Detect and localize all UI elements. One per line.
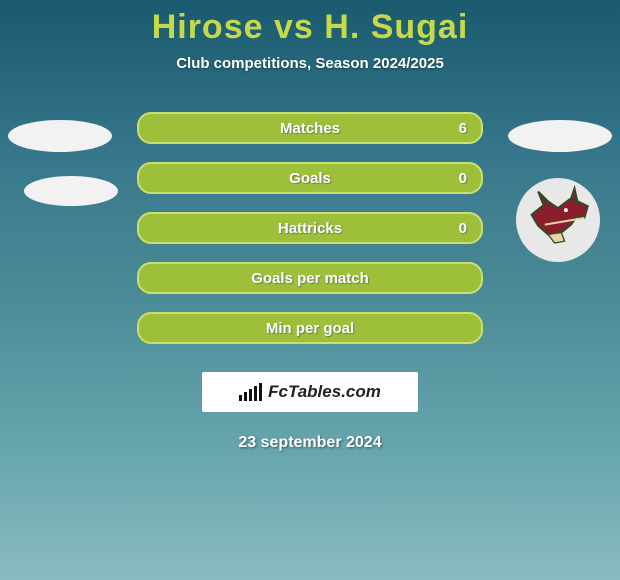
player1-avatar-placeholder: [8, 120, 112, 152]
player1-name: Hirose: [152, 8, 264, 46]
subtitle: Club competitions, Season 2024/2025: [0, 55, 620, 72]
stat-label: Matches: [280, 120, 340, 137]
vs-text: vs: [274, 8, 314, 46]
stat-row: Goals 0: [137, 162, 483, 194]
comparison-title: Hirose vs H. Sugai: [0, 0, 620, 47]
stat-label: Hattricks: [278, 220, 342, 237]
stat-right: 6: [459, 120, 467, 137]
player2-club-badge: [516, 178, 600, 262]
stat-label: Min per goal: [266, 320, 354, 337]
brand-box[interactable]: FcTables.com: [202, 372, 418, 412]
stat-right: 0: [459, 220, 467, 237]
stat-row: Goals per match: [137, 262, 483, 294]
player1-club-placeholder: [24, 176, 118, 206]
brand-text: FcTables.com: [268, 382, 381, 402]
player2-avatar-placeholder: [508, 120, 612, 152]
stat-row: Min per goal: [137, 312, 483, 344]
coyote-head-icon: [525, 185, 591, 256]
brand-bars-icon: [239, 383, 262, 401]
stat-row: Matches 6: [137, 112, 483, 144]
generated-date: 23 september 2024: [0, 434, 620, 452]
stat-right: 0: [459, 170, 467, 187]
player2-name: H. Sugai: [324, 8, 468, 46]
stat-label: Goals per match: [251, 270, 369, 287]
stat-label: Goals: [289, 170, 331, 187]
stat-row: Hattricks 0: [137, 212, 483, 244]
